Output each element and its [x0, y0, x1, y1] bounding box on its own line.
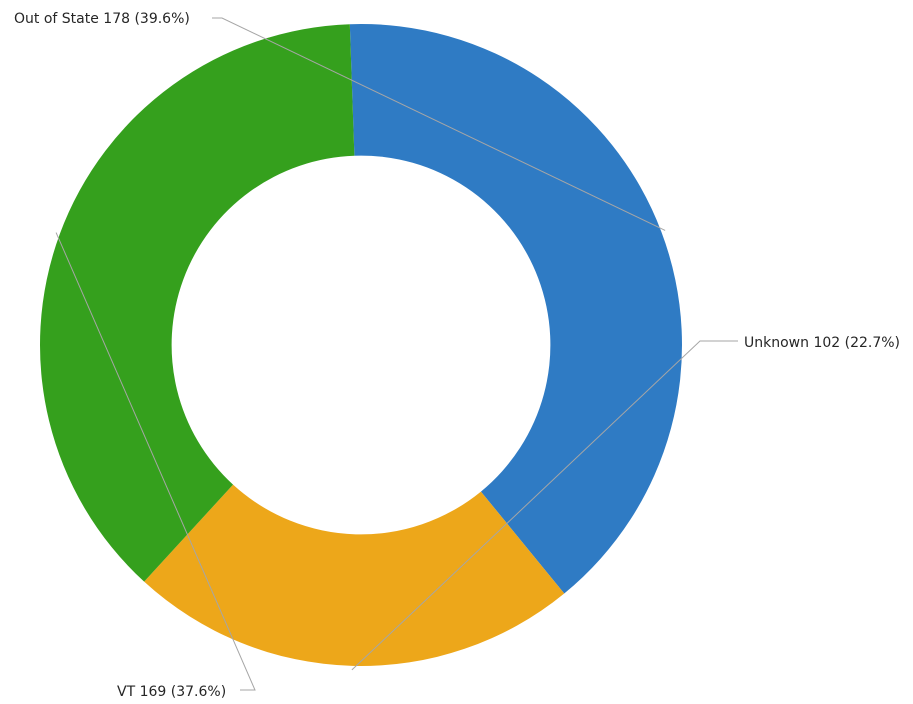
leader-line-out-of-state [212, 17, 666, 231]
slice-vt [40, 24, 355, 582]
leader-line-vt [55, 232, 256, 691]
data-labels: Out of State 178 (39.6%) Unknown 102 (22… [14, 11, 900, 700]
data-label-unknown: Unknown 102 (22.7%) [744, 335, 900, 351]
slice-unknown [144, 484, 565, 667]
slice-out-of-state [349, 24, 682, 594]
donut-slices [40, 24, 682, 667]
leader-lines [55, 17, 738, 691]
leader-line-unknown [351, 340, 738, 671]
data-label-out-of-state: Out of State 178 (39.6%) [14, 11, 190, 27]
data-label-vt: VT 169 (37.6%) [117, 684, 226, 700]
